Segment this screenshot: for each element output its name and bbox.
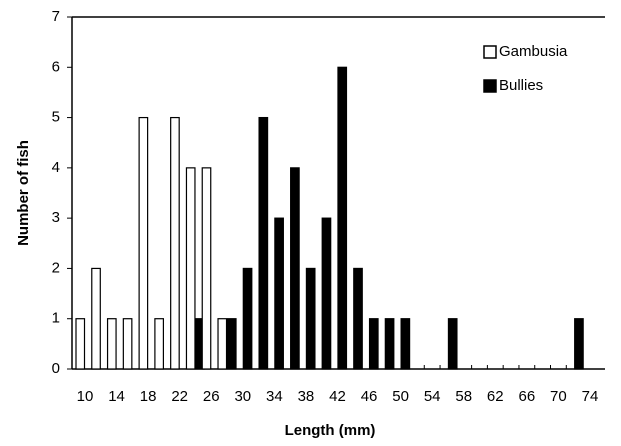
bar [201, 167, 212, 370]
bar [574, 318, 584, 370]
bar [258, 116, 269, 370]
bar [138, 116, 149, 370]
x-tick-label: 10 [77, 388, 94, 405]
bar [106, 318, 117, 370]
bar [91, 267, 101, 370]
x-tick-label: 46 [361, 388, 378, 405]
x-tick-label: 74 [582, 388, 599, 405]
legend-label: Bullies [499, 77, 543, 94]
x-tick-label: 42 [329, 388, 346, 405]
y-tick-label: 7 [52, 8, 60, 25]
bar [447, 318, 458, 370]
bar [321, 217, 332, 370]
x-tick-label: 22 [171, 388, 188, 405]
y-tick-label: 3 [52, 209, 60, 226]
x-tick-label: 30 [234, 388, 251, 405]
bar [353, 267, 363, 370]
x-axis-title: Length (mm) [285, 422, 376, 439]
y-tick-label: 1 [52, 310, 60, 327]
bar [305, 267, 316, 370]
bar [170, 116, 180, 370]
y-tick-label: 5 [52, 109, 60, 126]
legend-label: Gambusia [499, 43, 568, 60]
bar [154, 318, 164, 370]
bar [217, 318, 228, 370]
x-tick-label: 66 [518, 388, 535, 405]
y-tick-label: 6 [52, 58, 60, 75]
bar [400, 318, 411, 370]
x-tick-label: 26 [203, 388, 220, 405]
x-tick-label: 18 [140, 388, 157, 405]
y-tick-label: 0 [52, 360, 60, 377]
x-tick-label: 62 [487, 388, 504, 405]
x-tick-label: 58 [455, 388, 472, 405]
bar [368, 318, 379, 370]
x-tick-label: 38 [298, 388, 315, 405]
bar [226, 318, 237, 370]
y-axis-title: Number of fish [15, 140, 32, 246]
x-tick-label: 70 [550, 388, 567, 405]
legend-swatch [483, 45, 497, 59]
y-tick-label: 2 [52, 259, 60, 276]
x-tick-label: 54 [424, 388, 441, 405]
bar [242, 267, 253, 370]
x-tick-label: 14 [108, 388, 125, 405]
x-tick-label: 34 [266, 388, 283, 405]
bar [337, 66, 348, 370]
bar [274, 217, 284, 370]
y-tick-label: 4 [52, 159, 60, 176]
bar [122, 318, 133, 370]
bar [290, 167, 300, 370]
legend-swatch [483, 79, 497, 93]
bar [384, 318, 395, 370]
x-tick-label: 50 [392, 388, 409, 405]
bar [75, 318, 86, 370]
bar [185, 167, 196, 370]
